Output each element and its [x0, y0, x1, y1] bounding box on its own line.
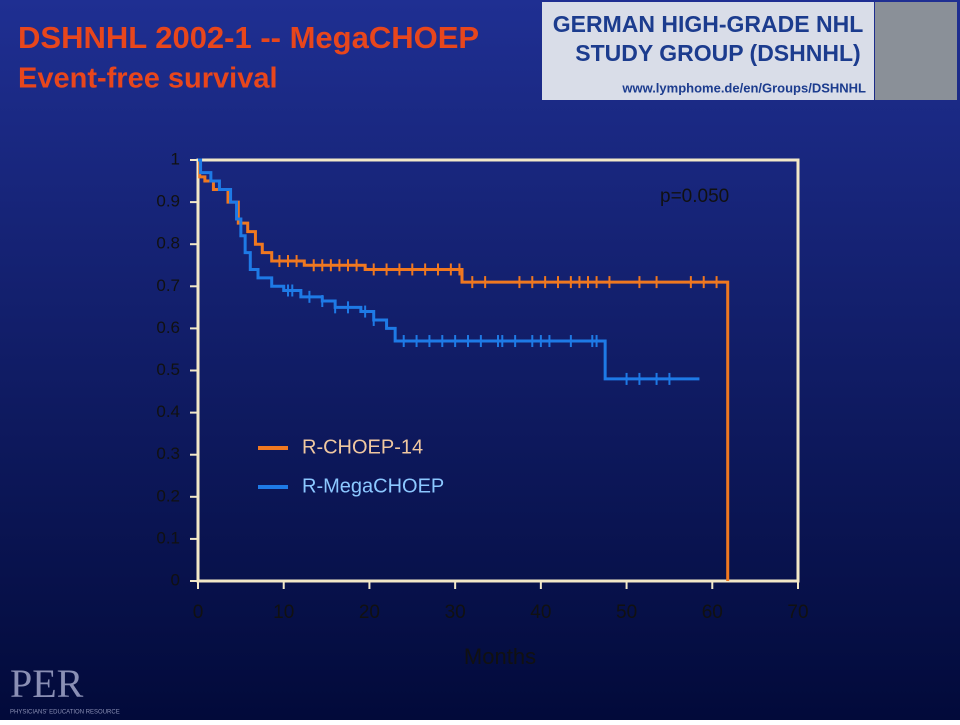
footer-tagline: PHYSICIANS' EDUCATION RESOURCE [10, 710, 120, 716]
logo-photo [875, 2, 957, 100]
x-tick-label: 70 [787, 602, 808, 623]
y-tick-label: 1 [171, 149, 180, 168]
x-axis-label: Months [464, 644, 536, 669]
x-tick-label: 10 [273, 602, 294, 623]
y-tick-label: 0.2 [156, 486, 180, 505]
x-tick-label: 60 [702, 602, 723, 623]
x-tick-label: 20 [359, 602, 380, 623]
logo-line: GERMAN HIGH-GRADE NHL [553, 11, 864, 37]
logo-url: www.lymphome.de/en/Groups/DSHNHL [621, 80, 866, 95]
y-tick-label: 0.3 [156, 444, 180, 463]
y-tick-label: 0.9 [156, 192, 180, 211]
x-tick-label: 0 [193, 602, 204, 623]
y-tick-label: 0.1 [156, 528, 180, 547]
annotation: p=0.050 [660, 186, 729, 207]
y-tick-label: 0.8 [156, 234, 180, 253]
y-tick-label: 0.5 [156, 360, 180, 379]
survival-curve [198, 158, 730, 581]
chart-title: DSHNHL 2002-1 -- MegaCHOEP [18, 20, 479, 55]
survival-curve [198, 158, 700, 381]
x-tick-label: 40 [530, 602, 551, 623]
chart-subtitle: Event-free survival [18, 63, 278, 95]
logo-box [542, 2, 874, 100]
logo-line: STUDY GROUP (DSHNHL) [575, 40, 860, 66]
footer-brand: PER [10, 661, 84, 706]
legend-label: R-CHOEP-14 [302, 436, 423, 458]
x-tick-label: 50 [616, 602, 637, 623]
y-tick-label: 0.7 [156, 276, 180, 295]
y-tick-label: 0.4 [156, 402, 180, 421]
y-tick-label: 0.6 [156, 318, 180, 337]
x-tick-label: 30 [445, 602, 466, 623]
y-tick-label: 0 [171, 570, 180, 589]
legend-label: R-MegaCHOEP [302, 475, 444, 497]
